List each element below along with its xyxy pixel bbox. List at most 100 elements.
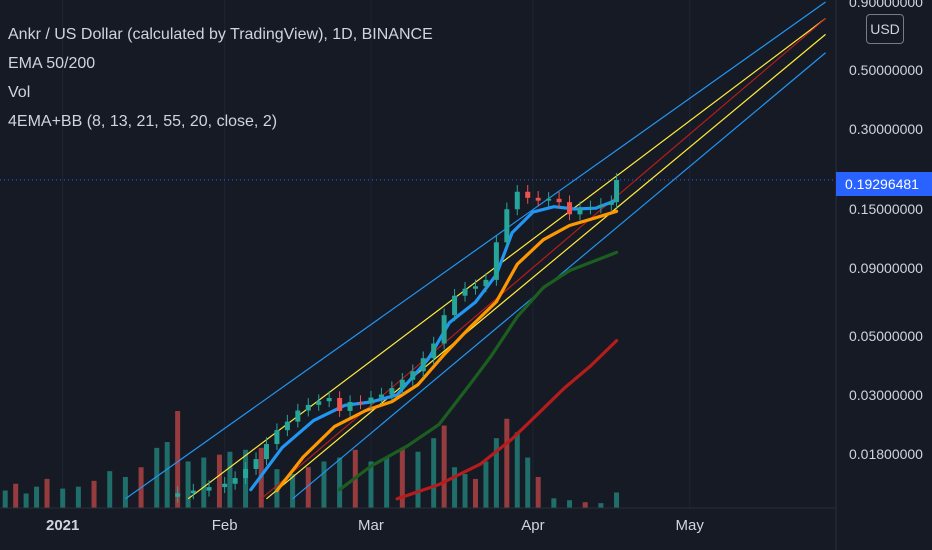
candle-body	[206, 487, 212, 491]
candle-body	[587, 207, 593, 209]
volume-bar	[227, 451, 233, 508]
volume-bar	[185, 461, 191, 508]
legend-indicator[interactable]: 4EMA+BB (8, 13, 21, 55, 20, close, 2)	[8, 113, 278, 130]
volume-bar	[567, 500, 573, 508]
ema-line-ema-200	[395, 339, 619, 501]
candle-body	[295, 410, 301, 422]
x-tick-label: Apr	[521, 517, 544, 534]
candles	[175, 173, 620, 503]
candle-body	[493, 242, 499, 280]
x-tick-label: 2021	[46, 517, 79, 534]
candle-body	[452, 295, 458, 316]
ema-lines	[249, 198, 619, 501]
y-tick-label: 0.09000000	[849, 260, 923, 276]
legend-symbol-title[interactable]: Ankr / US Dollar (calculated by TradingV…	[8, 26, 433, 43]
volume-bar	[2, 490, 8, 508]
volume-bar	[504, 418, 510, 508]
candle-body	[514, 191, 520, 210]
x-tick-label: Feb	[212, 517, 238, 534]
volume-bar	[368, 461, 374, 508]
candle-body	[420, 358, 426, 372]
volume-bar	[75, 486, 81, 508]
currency-button[interactable]: USD	[866, 14, 904, 44]
volume-bar	[431, 438, 437, 508]
volume-bar	[582, 502, 588, 508]
volume-bar	[493, 438, 499, 508]
volume-bar	[321, 461, 327, 508]
volume-bar	[384, 457, 390, 508]
volume-bar	[13, 483, 19, 508]
candle-body	[399, 379, 405, 389]
volume-bar	[598, 503, 604, 508]
candle-body	[535, 197, 541, 201]
candle-body	[284, 421, 290, 431]
candle-body	[316, 401, 322, 405]
volume-bar	[415, 451, 421, 508]
x-tick-label: Mar	[358, 517, 384, 534]
y-tick-label: 0.05000000	[849, 328, 923, 344]
volume-bar	[216, 454, 222, 508]
channel-line-upper-outer	[125, 1, 826, 500]
legend-volume[interactable]: Vol	[8, 84, 31, 101]
volume-bar	[122, 476, 128, 508]
candle-body	[243, 468, 249, 479]
volume-bar	[290, 474, 296, 508]
candle-body	[389, 388, 395, 395]
volume-bar	[551, 498, 557, 508]
candle-body	[472, 286, 478, 289]
y-tick-label: 0.03000000	[849, 387, 923, 403]
y-tick-label: 0.50000000	[849, 62, 923, 78]
candle-body	[483, 279, 489, 287]
time-axis[interactable]: 2021 Feb Mar Apr May	[0, 0, 837, 550]
candle-body	[462, 288, 468, 296]
volume-bar	[483, 461, 489, 508]
y-tick-label: 0.90000000	[849, 0, 923, 10]
volume-bar	[91, 480, 97, 508]
price-axis[interactable]: 0.90000000 0.50000000 0.30000000 0.15000000…	[849, 0, 923, 462]
candle-body	[274, 430, 280, 445]
candle-body	[337, 397, 343, 411]
y-tick-label: 0.01800000	[849, 446, 923, 462]
channel-line-lower-mid	[266, 33, 826, 500]
candle-body	[263, 444, 269, 460]
volume-bar	[472, 478, 478, 508]
volume-bar	[452, 467, 458, 508]
volume-bar	[462, 474, 468, 508]
candle-body	[556, 198, 562, 203]
volume-bar	[164, 442, 170, 508]
y-tick-label: 0.30000000	[849, 121, 923, 137]
candle-body	[608, 202, 614, 205]
candle-body	[368, 397, 374, 404]
channel-line-upper-mid	[187, 18, 826, 500]
volume-bar	[107, 471, 113, 508]
legend-ema[interactable]: EMA 50/200	[8, 55, 96, 72]
candle-body	[577, 208, 583, 215]
candle-body	[190, 490, 196, 494]
candle-body	[441, 315, 447, 344]
y-tick-label: 0.15000000	[849, 201, 923, 217]
candle-body	[232, 478, 238, 484]
candle-body	[546, 198, 552, 201]
volume-bar	[23, 493, 29, 508]
candle-body	[358, 402, 364, 404]
x-tick-label: May	[676, 517, 705, 534]
candle-body	[525, 191, 531, 198]
last-price-label: 0.19296481	[836, 172, 932, 196]
candle-body	[431, 343, 437, 359]
volume-bar	[154, 447, 160, 508]
volume-bar	[44, 478, 50, 508]
candle-body	[504, 209, 510, 243]
volume-bar	[337, 457, 343, 508]
ema-line-ema-8	[249, 198, 619, 492]
candle-body	[326, 397, 332, 402]
volume-bar	[201, 457, 207, 508]
candle-body	[598, 204, 604, 208]
volume-bar	[60, 488, 66, 508]
candle-body	[253, 459, 259, 469]
legend: Ankr / US Dollar (calculated by TradingV…	[8, 20, 433, 136]
volume-bar	[399, 447, 405, 508]
volume-bar	[305, 467, 311, 508]
volume-bar	[34, 486, 40, 508]
candle-body	[567, 202, 573, 215]
